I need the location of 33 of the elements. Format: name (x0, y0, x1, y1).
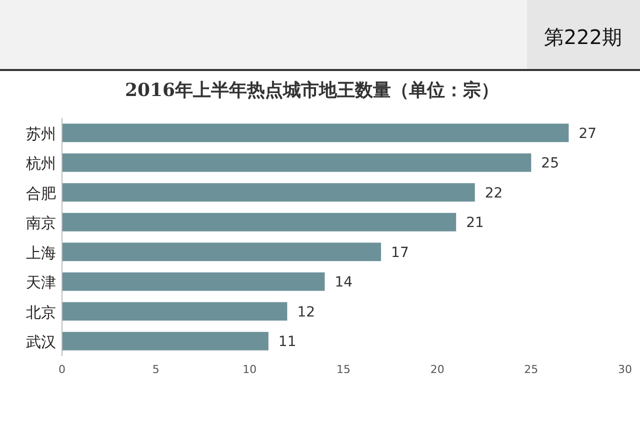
data-label: 12 (297, 304, 316, 320)
x-tick-label: 20 (430, 363, 444, 376)
bar (62, 124, 569, 142)
bar (62, 272, 325, 291)
data-label: 21 (466, 215, 484, 232)
data-label: 27 (578, 126, 597, 142)
chart-title: 2016年上半年热点城市地王数量（单位：宗） (124, 80, 500, 101)
bar (62, 212, 456, 232)
data-label: 25 (541, 156, 559, 172)
x-tick-label: 15 (336, 363, 350, 376)
bar (62, 153, 532, 172)
data-label: 22 (484, 185, 503, 202)
x-tick-label: 5 (152, 363, 160, 376)
text: 第222期 (544, 25, 622, 49)
x-tick-label: 25 (524, 363, 538, 376)
data-label: 14 (334, 274, 353, 291)
x-tick-label: 10 (242, 363, 257, 376)
y-tick-label: 苏州 (26, 124, 56, 143)
x-tick-label: 0 (58, 363, 66, 376)
y-tick-label: 上海 (26, 244, 56, 262)
y-tick-label: 杭州 (25, 154, 56, 173)
x-tick-label: 30 (618, 363, 632, 376)
bar (62, 183, 475, 202)
data-label: 11 (278, 334, 296, 350)
bar (62, 302, 288, 321)
y-tick-label: 合肥 (26, 184, 56, 202)
y-tick-label: 天津 (26, 274, 56, 292)
y-tick-label: 南京 (26, 214, 56, 232)
bar (62, 242, 382, 262)
bar (62, 332, 268, 350)
y-tick-label: 武汉 (26, 333, 56, 352)
data-label: 17 (391, 244, 409, 261)
y-tick-label: 北京 (26, 303, 56, 322)
